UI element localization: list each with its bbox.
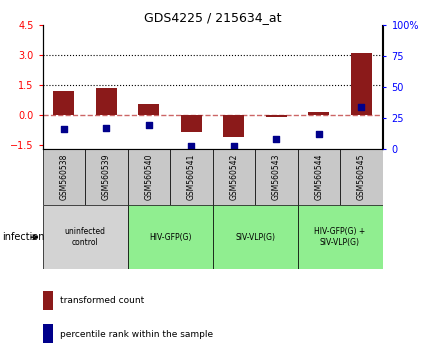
Text: HIV-GFP(G): HIV-GFP(G) <box>149 233 191 242</box>
Bar <box>340 149 382 205</box>
Text: uninfected
control: uninfected control <box>65 228 105 247</box>
Bar <box>138 104 159 115</box>
Bar <box>212 205 298 269</box>
Bar <box>42 205 128 269</box>
Text: transformed count: transformed count <box>60 296 144 305</box>
Text: infection: infection <box>2 232 45 242</box>
Bar <box>212 149 255 205</box>
Bar <box>351 53 372 115</box>
Text: GSM560545: GSM560545 <box>357 154 366 200</box>
Bar <box>42 291 53 309</box>
Bar <box>42 149 85 205</box>
Text: HIV-GFP(G) +
SIV-VLP(G): HIV-GFP(G) + SIV-VLP(G) <box>314 228 366 247</box>
Bar <box>128 149 170 205</box>
Bar <box>223 115 244 137</box>
Bar <box>42 324 53 343</box>
Bar <box>170 149 212 205</box>
Point <box>103 125 110 131</box>
Bar <box>308 112 329 115</box>
Bar <box>181 115 202 132</box>
Bar <box>298 205 382 269</box>
Text: percentile rank within the sample: percentile rank within the sample <box>60 330 212 339</box>
Bar <box>96 88 117 115</box>
Bar <box>298 149 340 205</box>
Bar <box>128 205 212 269</box>
Bar <box>53 91 74 115</box>
Text: GSM560540: GSM560540 <box>144 154 153 200</box>
Text: GSM560542: GSM560542 <box>229 154 238 200</box>
Text: SIV-VLP(G): SIV-VLP(G) <box>235 233 275 242</box>
Point <box>273 136 280 142</box>
Point <box>145 122 152 128</box>
Point <box>315 131 322 137</box>
Bar <box>85 149 128 205</box>
Point <box>230 143 237 149</box>
Point <box>358 104 365 109</box>
Point <box>188 143 195 149</box>
Point <box>60 126 67 132</box>
Text: GSM560541: GSM560541 <box>187 154 196 200</box>
Bar <box>255 149 298 205</box>
Text: GSM560543: GSM560543 <box>272 154 281 200</box>
Bar <box>266 115 287 117</box>
Text: GSM560544: GSM560544 <box>314 154 323 200</box>
Text: GSM560538: GSM560538 <box>59 154 68 200</box>
Text: GSM560539: GSM560539 <box>102 154 111 200</box>
Title: GDS4225 / 215634_at: GDS4225 / 215634_at <box>144 11 281 24</box>
